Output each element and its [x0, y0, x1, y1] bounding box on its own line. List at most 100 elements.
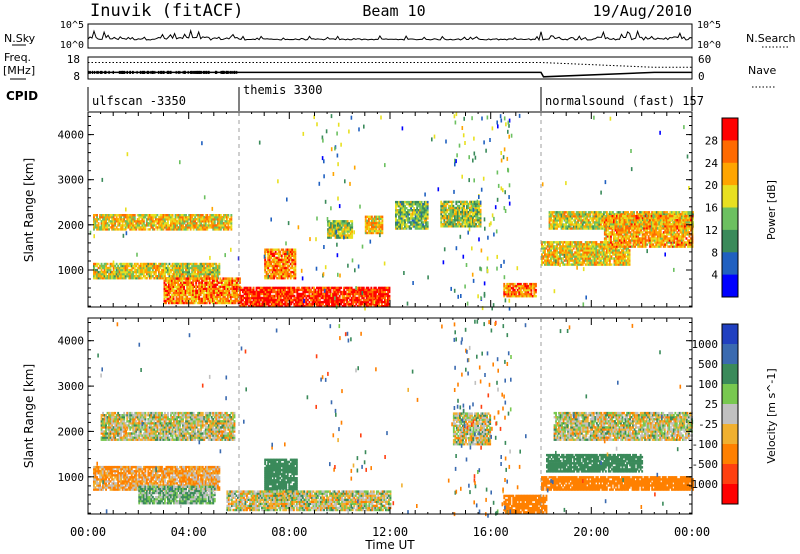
power-cell: [130, 266, 133, 270]
power-cell: [94, 220, 97, 223]
power-cell: [590, 245, 593, 248]
power-cell: [151, 226, 154, 229]
power-cell: [206, 272, 209, 276]
power-cell: [280, 248, 283, 251]
power-cell: [601, 263, 604, 266]
power-cell: [153, 222, 156, 225]
power-cell: [460, 202, 462, 206]
power-cell: [223, 287, 226, 290]
power-cell: [285, 300, 288, 304]
power-cell: [556, 255, 558, 258]
power-cell: [470, 225, 473, 228]
power-cell: [212, 220, 215, 223]
power-cell: [287, 286, 290, 290]
power-cell: [596, 257, 599, 260]
power-cell: [388, 290, 391, 294]
power-cell: [419, 207, 422, 210]
power-cell: [356, 292, 359, 296]
power-cell: [574, 225, 577, 228]
power-cell: [580, 261, 583, 264]
power-cell: [180, 266, 183, 270]
power-cell: [444, 223, 447, 226]
power-cell: [249, 302, 252, 306]
power-cell: [111, 220, 114, 223]
power-cell: [330, 232, 332, 235]
power-cell: [234, 283, 237, 286]
power-cell: [586, 243, 589, 246]
power-cell: [349, 294, 352, 298]
power-cell: [226, 295, 229, 299]
power-cell: [214, 287, 217, 290]
power-cell: [621, 249, 623, 252]
power-cell: [100, 220, 103, 223]
power-cell: [226, 287, 229, 290]
power-cell: [210, 293, 213, 297]
power-cell: [589, 261, 592, 264]
power-cell: [458, 221, 461, 224]
power-cell: [196, 293, 199, 297]
power-cell: [557, 219, 560, 222]
power-cell: [329, 300, 332, 304]
power-cell: [147, 272, 150, 276]
power-cell: [292, 260, 295, 264]
power-cell: [367, 217, 370, 220]
power-cell: [590, 241, 593, 244]
power-cell: [123, 218, 126, 221]
power-cell: [300, 294, 303, 298]
power-cell: [450, 214, 453, 218]
power-cell: [399, 221, 402, 224]
power-cell: [554, 247, 557, 250]
power-cell: [311, 298, 314, 302]
power-cell: [336, 236, 338, 239]
power-cell: [618, 259, 620, 262]
power-cell: [446, 202, 449, 206]
power-cell: [284, 300, 287, 304]
power-cell: [94, 264, 97, 268]
power-cell: [231, 283, 234, 286]
power-cell: [577, 261, 580, 264]
power-cell: [215, 272, 218, 276]
power-cell: [385, 302, 388, 306]
power-cell: [219, 285, 222, 288]
power-cell: [208, 291, 211, 295]
power-cell: [568, 241, 571, 244]
power-cell: [556, 259, 558, 262]
power-cell: [621, 253, 623, 256]
power-cell: [195, 285, 198, 288]
power-cell: [560, 245, 563, 248]
power-cell: [527, 288, 530, 292]
power-cell: [371, 296, 374, 300]
power-cell: [117, 272, 120, 276]
power-cell: [333, 226, 335, 229]
power-cell: [337, 222, 340, 225]
power-cell: [581, 263, 584, 266]
power-cell: [170, 220, 172, 223]
power-cell: [100, 214, 103, 217]
power-cell: [550, 219, 552, 222]
power-cell: [608, 259, 611, 262]
power-cell: [97, 270, 100, 274]
power-cell: [251, 290, 253, 294]
power-cell: [571, 263, 574, 266]
power-cell: [103, 266, 106, 270]
power-cell: [545, 241, 548, 244]
power-cell: [612, 249, 614, 252]
power-cell: [401, 205, 403, 208]
power-cell: [153, 266, 156, 270]
power-cell: [276, 258, 279, 262]
power-cell: [322, 294, 324, 298]
power-cell: [348, 234, 351, 237]
power-cell: [147, 222, 150, 225]
power-cell: [414, 227, 417, 230]
power-cell: [284, 302, 287, 306]
power-cell: [545, 257, 548, 260]
power-cell: [144, 277, 147, 280]
power-cell: [195, 272, 198, 276]
power-cell: [556, 217, 558, 220]
power-cell: [556, 251, 558, 254]
power-cell: [345, 236, 348, 239]
power-cell: [177, 293, 179, 297]
power-cell: [331, 230, 334, 233]
power-cell: [405, 213, 408, 216]
power-cell: [103, 216, 106, 219]
